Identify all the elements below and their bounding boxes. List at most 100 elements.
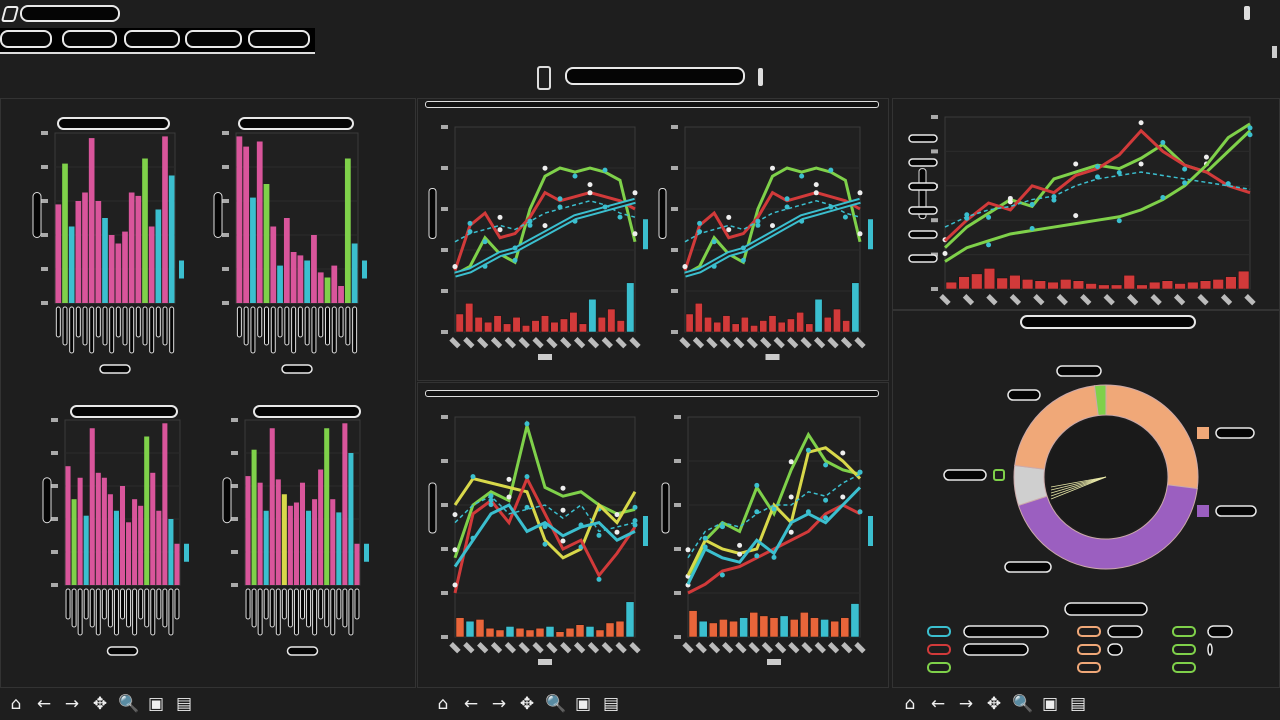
- bar: [263, 184, 270, 303]
- volume-bar: [704, 316, 712, 333]
- x-tick-label: [708, 642, 721, 654]
- forward-arrow-icon[interactable]: →: [491, 694, 507, 714]
- bar: [95, 201, 102, 303]
- volume-bar: [522, 325, 531, 333]
- volume-bar: [729, 620, 738, 638]
- volume-bar: [541, 315, 549, 333]
- data-point: [840, 450, 846, 456]
- subplots-icon[interactable]: ▣: [147, 694, 165, 714]
- tab-3[interactable]: [124, 30, 180, 48]
- line-chart-5: [918, 115, 1256, 306]
- data-point: [467, 220, 473, 226]
- save-icon[interactable]: ▤: [602, 694, 620, 714]
- home-icon[interactable]: ⌂: [437, 694, 449, 714]
- volume-bar: [1123, 274, 1135, 290]
- data-point: [788, 459, 794, 465]
- data-point: [596, 576, 602, 582]
- x-tick-label: [1033, 294, 1045, 306]
- y-axis-label: [42, 477, 52, 524]
- save-icon[interactable]: ▤: [1069, 694, 1087, 714]
- x-tick-label: [546, 337, 558, 349]
- volume-bar: [971, 273, 983, 290]
- home-icon[interactable]: ⌂: [10, 694, 22, 714]
- volume-bar: [565, 627, 575, 638]
- legend-swatch: [1077, 662, 1101, 673]
- bar: [250, 197, 256, 303]
- x-tick-label: [168, 588, 174, 636]
- tab-1[interactable]: [0, 30, 52, 48]
- bar: [293, 502, 299, 585]
- bar: [342, 423, 348, 585]
- pan-icon[interactable]: ✥: [519, 694, 535, 714]
- close-window-icon[interactable]: [1244, 6, 1250, 20]
- x-axis-label: [286, 646, 319, 656]
- bar: [71, 499, 77, 585]
- volume-bar: [1174, 283, 1186, 290]
- bar: [318, 469, 324, 585]
- data-point: [788, 494, 794, 500]
- back-arrow-icon[interactable]: ←: [930, 694, 946, 714]
- home-icon[interactable]: ⌂: [904, 694, 916, 714]
- forward-arrow-icon[interactable]: →: [958, 694, 974, 714]
- y-tick-label: [908, 254, 938, 263]
- subplots-icon[interactable]: ▣: [1041, 694, 1059, 714]
- volume-bar: [474, 316, 483, 333]
- x-tick-label: [490, 337, 503, 349]
- volume-bar: [465, 620, 475, 638]
- x-tick-label: [269, 588, 275, 628]
- bar: [155, 209, 162, 303]
- x-tick-label: [719, 337, 732, 349]
- x-tick-label: [841, 642, 853, 654]
- y-tick-label: [674, 503, 681, 507]
- volume-bar: [777, 321, 786, 333]
- back-arrow-icon[interactable]: ←: [36, 694, 52, 714]
- x-tick-label: [311, 306, 317, 354]
- bar-chart-3: [42, 418, 189, 636]
- volume-bar: [805, 323, 814, 333]
- x-axis-label: [538, 354, 552, 360]
- forward-arrow-icon[interactable]: →: [64, 694, 80, 714]
- pan-icon[interactable]: ✥: [986, 694, 1002, 714]
- volume-bar: [833, 308, 841, 333]
- series-line: [687, 503, 861, 595]
- secondary-axis-label: [184, 543, 189, 562]
- volume-bar: [455, 313, 464, 333]
- data-point: [542, 223, 548, 229]
- zoom-icon[interactable]: 🔍: [1012, 694, 1034, 714]
- volume-bar: [550, 321, 559, 333]
- tab-5[interactable]: [248, 30, 310, 48]
- save-icon[interactable]: ▤: [175, 694, 193, 714]
- data-point: [1182, 180, 1188, 186]
- donut-slice: [1093, 384, 1107, 417]
- x-tick-label: [345, 306, 351, 346]
- zoom-icon[interactable]: 🔍: [545, 694, 567, 714]
- series-line: [453, 475, 637, 594]
- x-tick-label: [477, 642, 489, 654]
- back-arrow-icon[interactable]: ←: [463, 694, 479, 714]
- zoom-icon[interactable]: 🔍: [118, 694, 140, 714]
- toolbar-left: ⌂ ← → ✥ 🔍 ▣ ▤: [0, 688, 421, 720]
- data-point: [857, 469, 863, 475]
- y-tick-label: [671, 166, 678, 170]
- series-line: [453, 419, 636, 559]
- y-tick-label: [51, 484, 58, 488]
- dashboard-title: [565, 67, 745, 85]
- x-tick-label: [546, 642, 558, 654]
- volume-bar: [615, 620, 625, 638]
- tab-2[interactable]: [62, 30, 117, 48]
- data-point: [1182, 166, 1188, 172]
- subplots-icon[interactable]: ▣: [574, 694, 592, 714]
- pan-icon[interactable]: ✥: [92, 694, 108, 714]
- bar: [162, 423, 168, 585]
- tab-4[interactable]: [185, 30, 242, 48]
- x-tick-label: [352, 306, 358, 354]
- x-tick-label: [109, 306, 115, 354]
- volume-bar: [1047, 281, 1059, 290]
- scroll-handle[interactable]: [1272, 46, 1277, 58]
- x-tick-label: [318, 588, 324, 620]
- data-point: [512, 257, 518, 263]
- volume-bar: [597, 316, 606, 333]
- volume-bar: [983, 268, 996, 290]
- bar-chart-2-title: [238, 117, 354, 130]
- y-axis-label: [428, 482, 437, 534]
